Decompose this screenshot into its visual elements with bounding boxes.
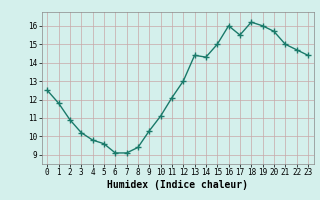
X-axis label: Humidex (Indice chaleur): Humidex (Indice chaleur) bbox=[107, 180, 248, 190]
